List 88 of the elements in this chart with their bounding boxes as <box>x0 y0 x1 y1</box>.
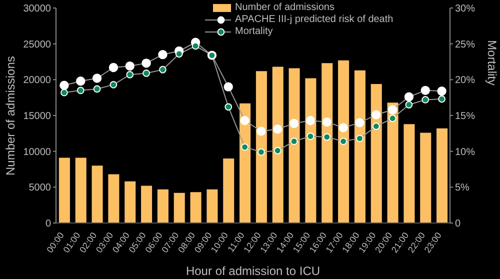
point <box>372 110 381 120</box>
point <box>192 42 200 50</box>
point <box>405 101 413 108</box>
point <box>273 124 282 134</box>
point <box>437 86 446 96</box>
point <box>240 116 250 126</box>
point <box>323 133 331 141</box>
bar <box>420 132 432 223</box>
point <box>422 96 430 104</box>
point <box>290 138 298 145</box>
point <box>92 74 102 83</box>
bar <box>387 102 398 223</box>
legend-label: APACHE III-j predicted risk of death <box>235 14 394 26</box>
bar <box>92 166 103 223</box>
point <box>340 138 347 145</box>
point <box>355 118 364 128</box>
bar <box>157 189 168 223</box>
y-axis-title: Number of admissions <box>3 56 18 176</box>
point <box>93 85 101 93</box>
y-tick-label: 30000 <box>23 4 52 15</box>
point <box>356 134 364 142</box>
point <box>420 86 430 96</box>
point <box>142 70 150 77</box>
point <box>372 122 380 130</box>
bar <box>240 103 251 223</box>
bar <box>436 128 448 223</box>
bar <box>370 84 382 223</box>
bar <box>305 78 316 223</box>
bar <box>75 158 86 223</box>
x-axis-title: Hour of admission to ICU <box>186 264 320 278</box>
bar <box>174 192 185 223</box>
legend-label: Mortality <box>235 26 273 38</box>
point <box>404 92 414 102</box>
y-tick-label: 0 <box>45 218 52 230</box>
bar <box>404 124 415 223</box>
point <box>306 132 314 140</box>
point <box>306 116 316 126</box>
y2-tick-label: 5% <box>455 182 470 194</box>
point <box>224 103 232 111</box>
point <box>126 70 134 78</box>
y2-tick-label: 25% <box>455 39 476 50</box>
y-tick-label: 25000 <box>23 39 52 50</box>
point <box>76 86 84 94</box>
y-tick-label: 15000 <box>23 111 52 122</box>
point <box>241 143 248 151</box>
point <box>125 61 134 71</box>
point <box>388 105 398 114</box>
point <box>110 80 118 88</box>
y-tick-label: 10000 <box>23 146 52 158</box>
point <box>224 82 233 92</box>
point <box>142 58 151 68</box>
point <box>158 50 168 60</box>
point <box>258 148 265 156</box>
point <box>388 114 396 122</box>
point <box>108 62 118 72</box>
point <box>256 126 266 136</box>
bar <box>108 174 120 223</box>
bar <box>223 158 234 223</box>
y2-axis-title: Mortality <box>484 40 499 86</box>
y2-tick-label: 10% <box>455 146 476 158</box>
point <box>175 50 183 58</box>
bar <box>124 181 136 223</box>
bar <box>190 192 202 223</box>
bar <box>58 158 70 223</box>
bar <box>338 60 350 223</box>
point <box>322 117 332 127</box>
point <box>60 88 68 96</box>
point <box>438 95 446 103</box>
bar <box>272 66 284 223</box>
y2-tick-label: 20% <box>455 75 476 86</box>
point <box>60 80 69 90</box>
y2-tick-label: 15% <box>455 111 476 122</box>
y-tick-label: 5000 <box>28 182 52 194</box>
bar <box>256 71 267 223</box>
bar <box>354 70 366 223</box>
point <box>274 146 282 154</box>
point <box>338 123 348 132</box>
bar <box>322 63 333 223</box>
y-tick-label: 20000 <box>23 75 52 86</box>
y2-tick-label: 0 <box>455 218 461 230</box>
point <box>76 76 86 86</box>
y2-tick-label: 30% <box>455 4 476 15</box>
legend-label: Number of admissions <box>235 2 334 14</box>
point <box>159 66 166 74</box>
bar <box>288 68 300 223</box>
point <box>289 118 299 128</box>
bar <box>206 189 218 223</box>
bar <box>141 186 152 223</box>
